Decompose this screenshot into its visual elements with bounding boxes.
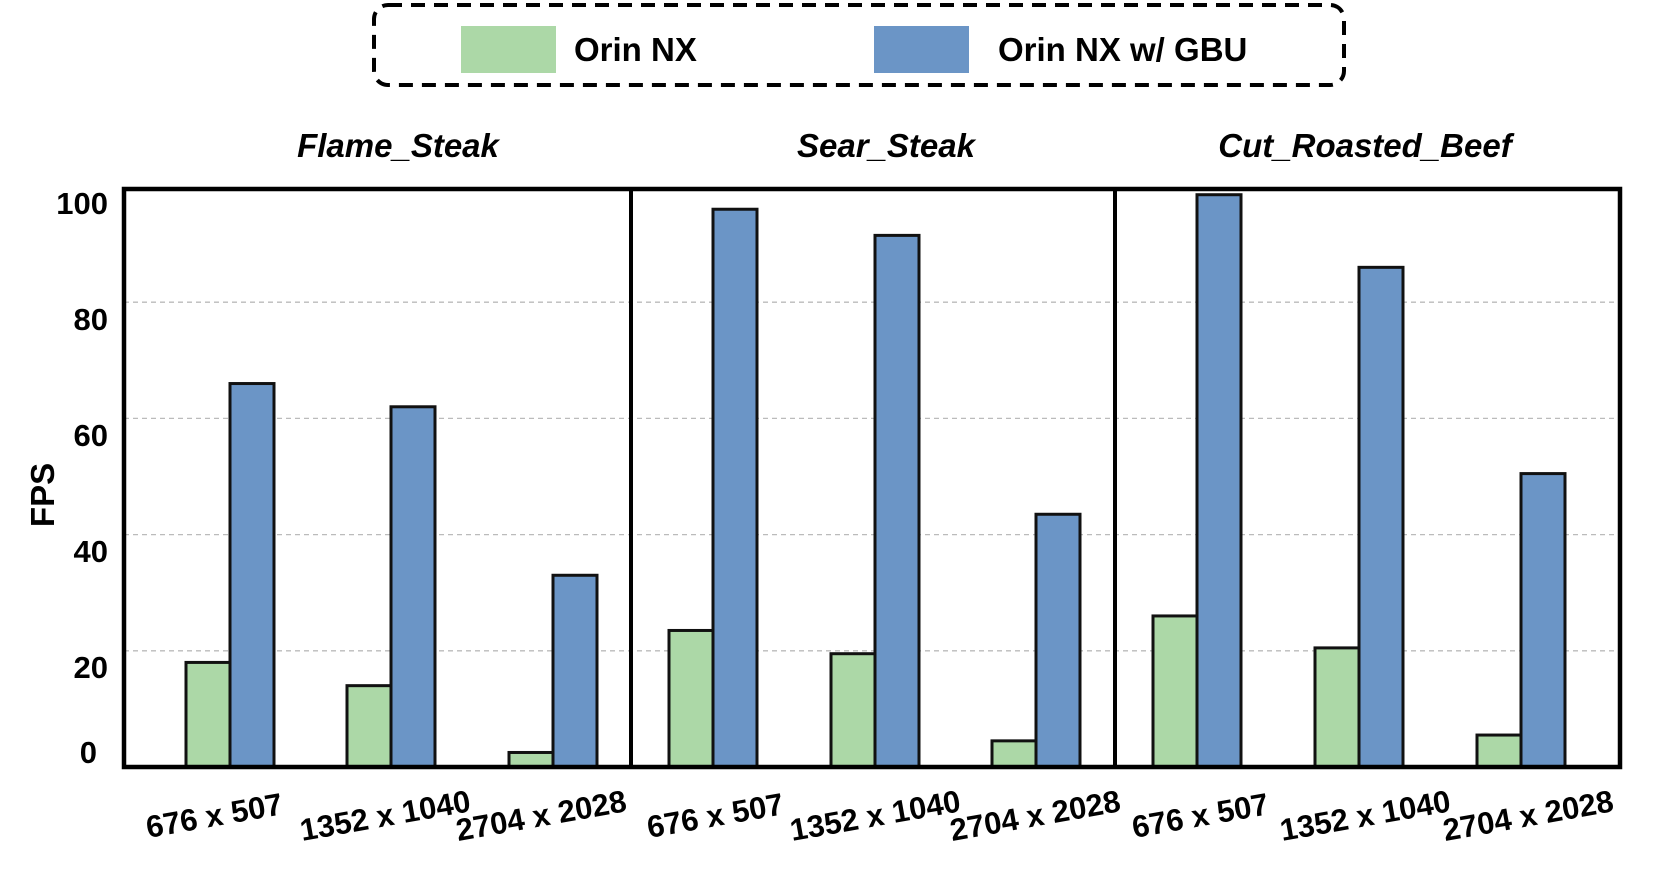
x-tick-label: 676 x 507 <box>1129 786 1271 844</box>
bar-cut-roasted-beef-orin-nx-1 <box>1151 614 1199 769</box>
y-tick-label: 60 <box>74 418 108 453</box>
legend-swatch-orin-nx <box>461 26 556 73</box>
y-tick-label: 40 <box>74 534 108 569</box>
bar-cut-roasted-beef-orin-nx-gbu-1 <box>1195 193 1243 769</box>
bar-sear-steak-orin-nx-gbu-2 <box>873 233 921 769</box>
bar-flame-steak-orin-nx-2 <box>345 684 393 769</box>
bars <box>184 193 1567 769</box>
x-tick-label: 2704 x 2028 <box>453 783 629 847</box>
x-tick-label: 1352 x 1040 <box>297 783 473 847</box>
legend: Orin NX Orin NX w/ GBU <box>372 3 1346 87</box>
x-tick-label: 1352 x 1040 <box>787 783 963 847</box>
plot-frame <box>121 186 1623 770</box>
bar-cut-roasted-beef-orin-nx-gbu-2 <box>1357 265 1405 769</box>
x-ticks: 676 x 507 1352 x 1040 2704 x 2028 676 x … <box>143 783 1616 847</box>
bar-flame-steak-orin-nx-gbu-2 <box>389 405 437 769</box>
legend-frame <box>372 3 1346 87</box>
bar-flame-steak-orin-nx-1 <box>184 660 232 769</box>
y-tick-label: 0 <box>80 735 97 770</box>
y-axis-label: FPS <box>24 463 61 527</box>
bar-flame-steak-orin-nx-gbu-1 <box>228 382 276 769</box>
y-tick-label: 100 <box>56 186 108 221</box>
x-tick-label: 2704 x 2028 <box>1440 783 1616 847</box>
legend-label-orin-nx-gbu: Orin NX w/ GBU <box>998 31 1247 68</box>
y-ticks: 0 20 40 60 80 100 <box>56 186 108 770</box>
panel-title-flame-steak: Flame_Steak <box>297 127 500 164</box>
y-tick-label: 20 <box>74 650 108 685</box>
legend-swatch-orin-nx-gbu <box>874 26 969 73</box>
bar-cut-roasted-beef-orin-nx-2 <box>1313 646 1361 769</box>
x-tick-label: 2704 x 2028 <box>947 783 1123 847</box>
bar-sear-steak-orin-nx-gbu-3 <box>1034 512 1082 769</box>
bar-cut-roasted-beef-orin-nx-gbu-3 <box>1519 472 1567 769</box>
y-tick-label: 80 <box>74 302 108 337</box>
panel-title-cut-roasted-beef: Cut_Roasted_Beef <box>1218 127 1514 164</box>
x-tick-label: 676 x 507 <box>143 786 285 844</box>
bar-sear-steak-orin-nx-1 <box>667 628 715 769</box>
plot-border <box>121 186 1623 770</box>
panel-title-sear-steak: Sear_Steak <box>797 127 977 164</box>
x-tick-label: 676 x 507 <box>644 786 786 844</box>
bar-flame-steak-orin-nx-gbu-3 <box>551 573 599 769</box>
bar-sear-steak-orin-nx-gbu-1 <box>711 207 759 769</box>
bar-cut-roasted-beef-orin-nx-3 <box>1475 733 1523 769</box>
bar-sear-steak-orin-nx-3 <box>990 739 1038 769</box>
bar-sear-steak-orin-nx-2 <box>829 652 877 769</box>
legend-label-orin-nx: Orin NX <box>574 31 697 68</box>
x-tick-label: 1352 x 1040 <box>1277 783 1453 847</box>
